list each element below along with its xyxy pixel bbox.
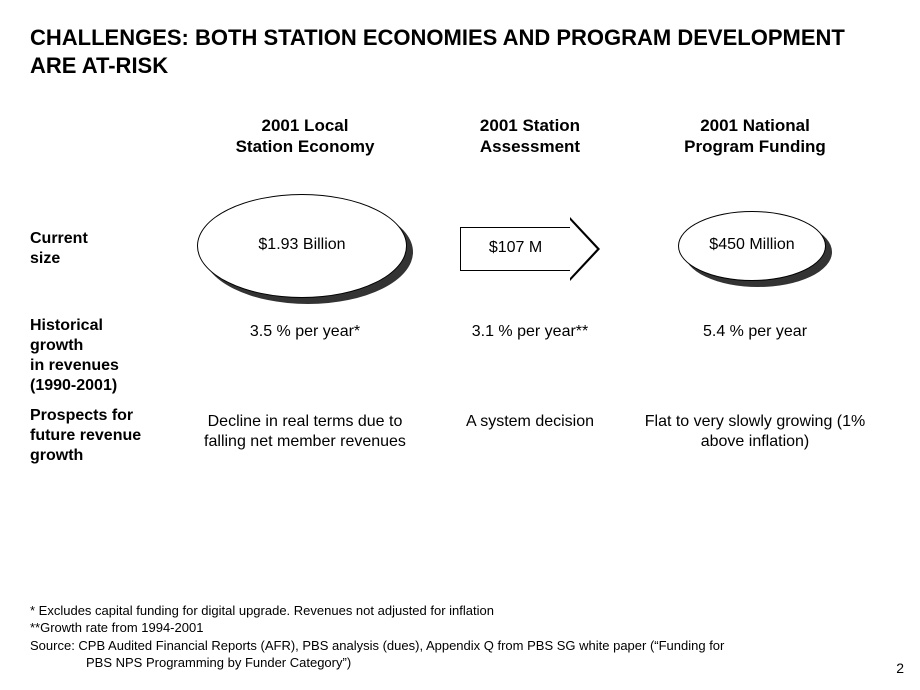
- ellipse-large: $1.93 Billion: [197, 194, 407, 298]
- content-grid: 2001 LocalStation Economy 2001 StationAs…: [30, 115, 890, 504]
- growth-station-assessment: 3.1 % per year**: [430, 314, 630, 404]
- ellipse-small-wrap: $450 Million: [678, 211, 832, 287]
- col-header-station-assessment: 2001 StationAssessment: [430, 115, 630, 184]
- row-label-historical-growth: Historicalgrowthin revenues(1990-2001): [30, 314, 180, 404]
- arrow-shape: $107 M: [430, 217, 630, 281]
- ellipse-small: $450 Million: [678, 211, 826, 281]
- footnotes: * Excludes capital funding for digital u…: [30, 602, 890, 672]
- size-station-assessment-value: $107 M: [489, 238, 542, 259]
- ellipse-large-wrap: $1.93 Billion: [197, 194, 413, 304]
- col-header-local-economy: 2001 LocalStation Economy: [190, 115, 420, 184]
- header-spacer: [30, 115, 180, 184]
- page-title: CHALLENGES: BOTH STATION ECONOMIES AND P…: [30, 24, 890, 79]
- arrow-body: $107 M: [460, 227, 570, 271]
- col-header-national-funding: 2001 NationalProgram Funding: [640, 115, 870, 184]
- row-label-prospects: Prospects forfuture revenuegrowth: [30, 404, 180, 504]
- growth-local-economy: 3.5 % per year*: [190, 314, 420, 404]
- size-local-economy-value: $1.93 Billion: [258, 235, 345, 256]
- row-label-current-size: Currentsize: [30, 184, 180, 314]
- footnote-1: * Excludes capital funding for digital u…: [30, 602, 890, 620]
- source-line-2: PBS NPS Programming by Funder Category”): [30, 654, 890, 672]
- size-national-funding-value: $450 Million: [709, 235, 794, 256]
- size-local-economy: $1.93 Billion: [190, 184, 420, 314]
- prospects-local-economy: Decline in real terms due to falling net…: [190, 404, 420, 504]
- source-line-1: Source: CPB Audited Financial Reports (A…: [30, 637, 890, 655]
- size-national-funding: $450 Million: [640, 184, 870, 314]
- growth-national-funding: 5.4 % per year: [640, 314, 870, 404]
- footnote-2: **Growth rate from 1994-2001: [30, 619, 890, 637]
- prospects-station-assessment: A system decision: [430, 404, 630, 504]
- prospects-national-funding: Flat to very slowly growing (1% above in…: [640, 404, 870, 504]
- page-number: 2: [896, 660, 904, 676]
- arrow-head-icon: [570, 217, 600, 281]
- size-station-assessment: $107 M: [430, 184, 630, 314]
